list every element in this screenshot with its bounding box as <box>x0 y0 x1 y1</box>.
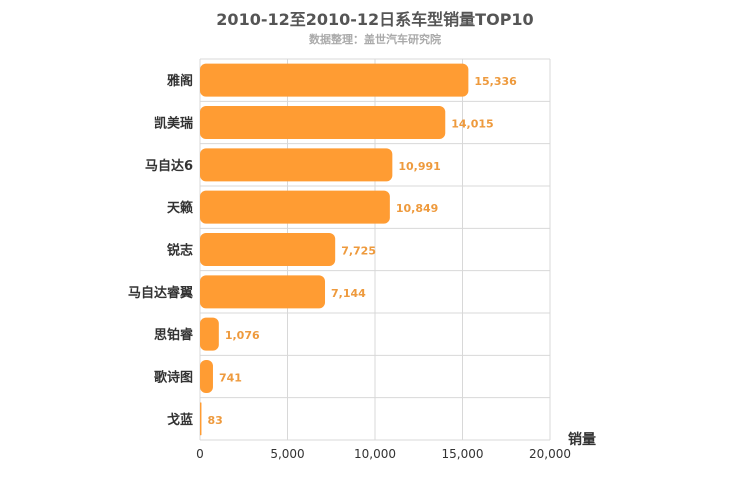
tick-label: 10,000 <box>354 447 396 461</box>
tick-label: 0 <box>196 447 204 461</box>
chart-subtitle: 数据整理：盖世汽车研究院 <box>309 33 441 46</box>
tick-label: 20,000 <box>529 447 571 461</box>
category-label: 天籁 <box>167 200 193 216</box>
category-label: 思铂睿 <box>154 327 194 343</box>
tick-label: 5,000 <box>270 447 304 461</box>
bar <box>200 106 446 139</box>
category-label: 马自达睿翼 <box>128 285 193 301</box>
value-label: 741 <box>219 372 242 385</box>
value-label: 15,336 <box>474 75 517 88</box>
bar <box>200 148 393 182</box>
value-label: 14,015 <box>451 118 493 131</box>
bar <box>200 275 326 309</box>
chart-title: 2010-12至2010-12日系车型销量TOP10 <box>216 10 534 29</box>
bar <box>200 402 202 436</box>
value-label: 7,725 <box>341 245 376 258</box>
value-label: 7,144 <box>331 287 366 300</box>
bar <box>200 317 219 351</box>
x-axis-title: 销量 <box>568 431 596 448</box>
tick-label: 15,000 <box>442 447 484 461</box>
value-label: 10,991 <box>398 160 440 173</box>
bar <box>200 190 390 224</box>
bar <box>200 233 336 266</box>
category-label: 雅阁 <box>167 73 193 89</box>
bar <box>200 63 469 97</box>
category-label: 戈蓝 <box>167 412 193 428</box>
bar <box>200 360 213 393</box>
value-label: 1,076 <box>225 329 260 342</box>
category-label: 锐志 <box>167 243 193 259</box>
value-label: 83 <box>207 414 222 427</box>
category-label: 歌诗图 <box>154 370 193 386</box>
value-label: 10,849 <box>396 202 438 215</box>
category-label: 马自达6 <box>145 158 193 174</box>
category-label: 凯美瑞 <box>154 116 193 132</box>
